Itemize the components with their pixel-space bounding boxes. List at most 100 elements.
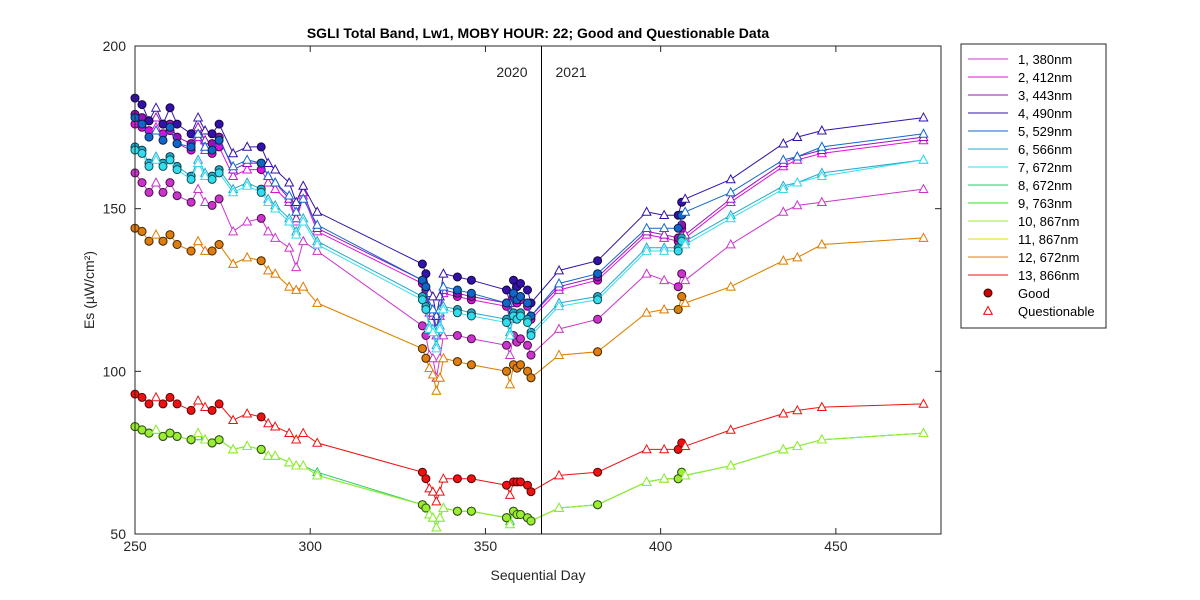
questionable-point: [438, 352, 449, 363]
questionable-point: [434, 512, 445, 522]
good-point: [186, 174, 196, 184]
good-point: [516, 360, 525, 370]
questionable-point: [680, 274, 691, 285]
questionable-point: [298, 193, 309, 203]
chart-title: SGLI Total Band, Lw1, MOBY HOUR: 22; Goo…: [307, 25, 770, 41]
questionable-point: [725, 212, 736, 223]
questionable-point: [192, 395, 204, 405]
legend-label: 6, 566nm: [1018, 142, 1072, 157]
questionable-point: [427, 352, 438, 363]
legend-label: 9, 763nm: [1018, 196, 1072, 211]
good-point: [256, 444, 266, 454]
good-point: [421, 282, 431, 292]
good-point: [673, 305, 683, 314]
questionable-point: [641, 307, 652, 317]
questionable-point: [553, 277, 565, 288]
questionable-point: [270, 203, 281, 213]
questionable-point: [228, 225, 239, 236]
questionable-point: [263, 157, 274, 167]
good-point: [523, 298, 532, 308]
questionable-point: [270, 421, 281, 431]
questionable-point: [792, 251, 803, 262]
legend-label: 1, 380nm: [1018, 52, 1072, 67]
good-point: [165, 230, 175, 240]
good-point: [144, 161, 154, 171]
questionable-point: [438, 303, 449, 314]
good-point: [452, 331, 462, 340]
legend-label: 13, 866nm: [1018, 268, 1079, 283]
good-point: [165, 155, 175, 165]
good-point: [523, 318, 532, 327]
questionable-point: [792, 199, 803, 210]
good-point: [502, 318, 511, 327]
questionable-point: [778, 255, 789, 265]
questionable-point: [199, 245, 211, 255]
good-point: [137, 392, 147, 402]
legend-label: 2, 412nm: [1018, 70, 1072, 85]
questionable-point: [792, 131, 803, 141]
good-point: [593, 467, 603, 477]
questionable-point: [659, 245, 670, 255]
questionable-point: [284, 456, 295, 467]
legend-label: 8, 672nm: [1018, 178, 1072, 193]
questionable-point: [504, 489, 516, 499]
questionable-point: [270, 232, 281, 242]
questionable-point: [504, 378, 516, 389]
good-point: [256, 256, 266, 266]
good-point: [452, 357, 462, 367]
good-point: [452, 474, 462, 484]
good-point: [186, 197, 196, 207]
good-point: [186, 405, 196, 415]
questionable-point: [312, 219, 323, 229]
y-tick-label: 50: [110, 526, 126, 542]
good-point: [523, 340, 532, 350]
year-label-left: 2020: [496, 64, 527, 80]
good-point: [214, 119, 224, 129]
questionable-point: [816, 196, 827, 207]
good-point: [186, 246, 196, 256]
legend-label: 4, 490nm: [1018, 106, 1072, 121]
questionable-point: [553, 300, 565, 311]
questionable-point: [192, 235, 204, 246]
questionable-point: [228, 258, 239, 268]
questionable-point: [431, 343, 442, 353]
questionable-point: [504, 329, 516, 340]
questionable-point: [553, 264, 565, 275]
x-tick-label: 300: [299, 538, 323, 554]
questionable-point: [725, 238, 736, 249]
plot-area: [135, 46, 941, 534]
good-point: [466, 311, 476, 321]
questionable-point: [427, 303, 438, 314]
good-point: [466, 360, 476, 370]
good-point: [158, 399, 168, 409]
questionable-point: [918, 128, 929, 138]
good-point: [165, 122, 175, 132]
questionable-point: [298, 460, 309, 470]
good-point: [516, 334, 525, 344]
questionable-point: [312, 206, 323, 216]
questionable-point: [918, 232, 929, 242]
questionable-point: [778, 183, 789, 194]
good-point: [421, 474, 431, 484]
questionable-point: [228, 170, 239, 181]
series-10: [130, 422, 929, 532]
good-point: [421, 353, 431, 363]
x-tick-label: 400: [649, 538, 673, 554]
questionable-point: [270, 183, 281, 194]
questionable-point: [792, 151, 803, 161]
questionable-point: [298, 427, 309, 438]
questionable-point: [242, 216, 253, 226]
questionable-point: [228, 147, 239, 158]
good-point: [144, 132, 154, 142]
questionable-point: [192, 427, 204, 438]
legend-label: 10, 867nm: [1018, 214, 1079, 229]
good-point: [593, 500, 603, 510]
questionable-point: [291, 196, 302, 207]
good-point: [158, 236, 168, 246]
good-point: [677, 269, 687, 279]
good-point: [172, 399, 182, 409]
questionable-point: [192, 112, 204, 122]
good-point: [144, 187, 154, 197]
good-point: [137, 119, 147, 129]
questionable-point: [192, 183, 204, 194]
